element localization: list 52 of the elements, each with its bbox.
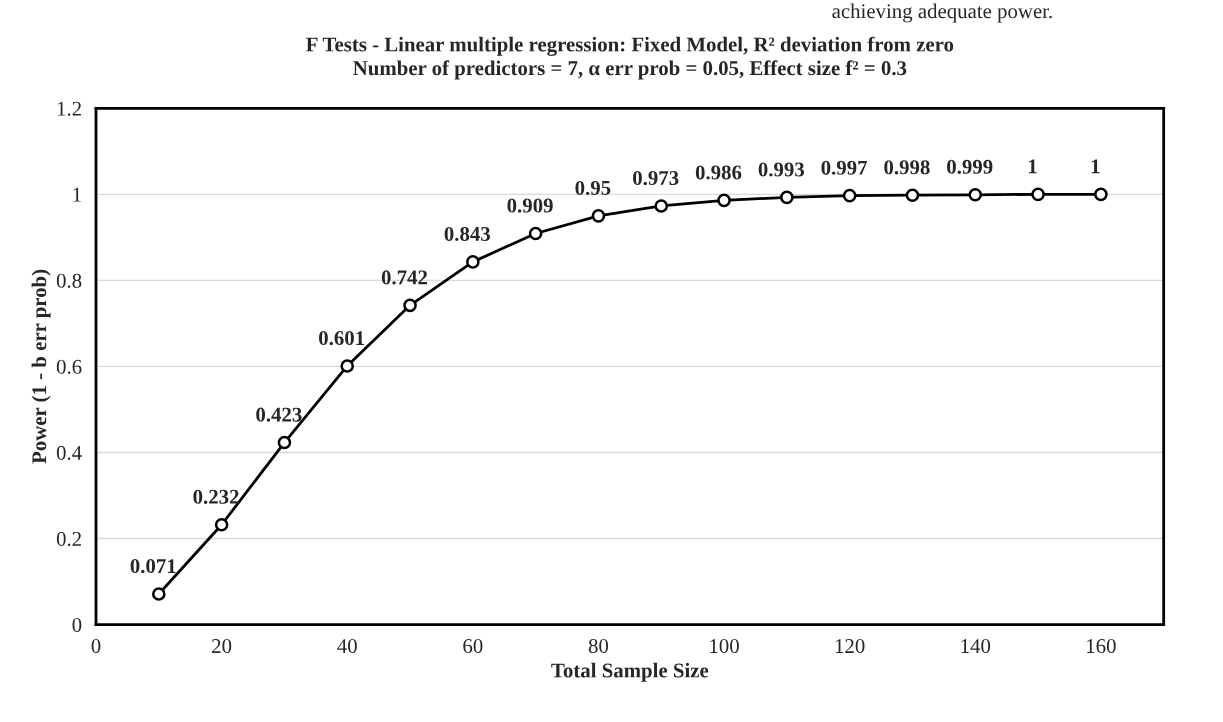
y-tick-label: 0.4: [56, 445, 82, 460]
x-axis-title: Total Sample Size: [551, 662, 709, 682]
x-tick-label: 160: [1087, 639, 1116, 654]
y-tick-label: 1: [73, 187, 81, 202]
data-label: 0.601: [319, 331, 365, 346]
data-label: 0.95: [575, 180, 611, 196]
y-tick-label: 0.6: [56, 359, 82, 374]
point: [466, 255, 480, 269]
chart-title: F Tests - Linear multiple regression: Fixed Model, R² deviation from zero Number of predictors = 7, α err prob = 0.05, Effect size f² = 0.3: [306, 36, 954, 80]
y-tick-label: 0: [72, 617, 82, 632]
point: [968, 187, 983, 202]
data-label: 0.986: [695, 165, 742, 180]
y-tick-label: 0.2: [56, 531, 81, 547]
data-label: 0.999: [947, 159, 993, 174]
x-tick-label: 120: [835, 639, 865, 654]
x-tick-label: 0: [91, 639, 101, 654]
point: [528, 226, 543, 241]
data-label: 0.909: [507, 198, 553, 213]
point: [905, 188, 920, 202]
point: [842, 188, 857, 203]
x-tick-label: 20: [212, 639, 232, 654]
y-axis-title: Power (1 - b err prob): [31, 269, 51, 464]
x-tick-label: 140: [961, 639, 991, 654]
point: [717, 193, 731, 208]
point: [591, 209, 606, 223]
data-label: 0.997: [821, 160, 868, 175]
point: [152, 587, 166, 601]
data-label: 0.973: [633, 171, 679, 186]
data-label: 1: [1028, 159, 1037, 174]
point: [780, 190, 794, 205]
text: achieving adequate power.: [832, 3, 1052, 23]
data-label: 0.998: [884, 160, 930, 175]
data-label: 0.071: [130, 559, 176, 574]
point: [214, 517, 229, 532]
x-tick-label: 80: [588, 639, 609, 654]
data-label: 0.993: [758, 162, 805, 177]
data-label: 0.843: [444, 226, 490, 242]
x-tick-label: 60: [463, 639, 483, 654]
data-label: 1: [1091, 159, 1100, 174]
data-label: 0.742: [381, 270, 428, 285]
point: [1094, 187, 1108, 202]
x-tick-label: 100: [710, 639, 739, 654]
point: [340, 359, 355, 373]
point: [1031, 187, 1045, 202]
x-tick-label: 40: [337, 639, 357, 654]
point: [403, 298, 417, 313]
point: [654, 199, 669, 213]
y-tick-label: 1.2: [57, 101, 81, 116]
data-label: 0.232: [193, 489, 239, 504]
data-label: 0.423: [256, 407, 302, 422]
y-tick-label: 0.8: [56, 273, 82, 288]
point: [277, 435, 292, 450]
